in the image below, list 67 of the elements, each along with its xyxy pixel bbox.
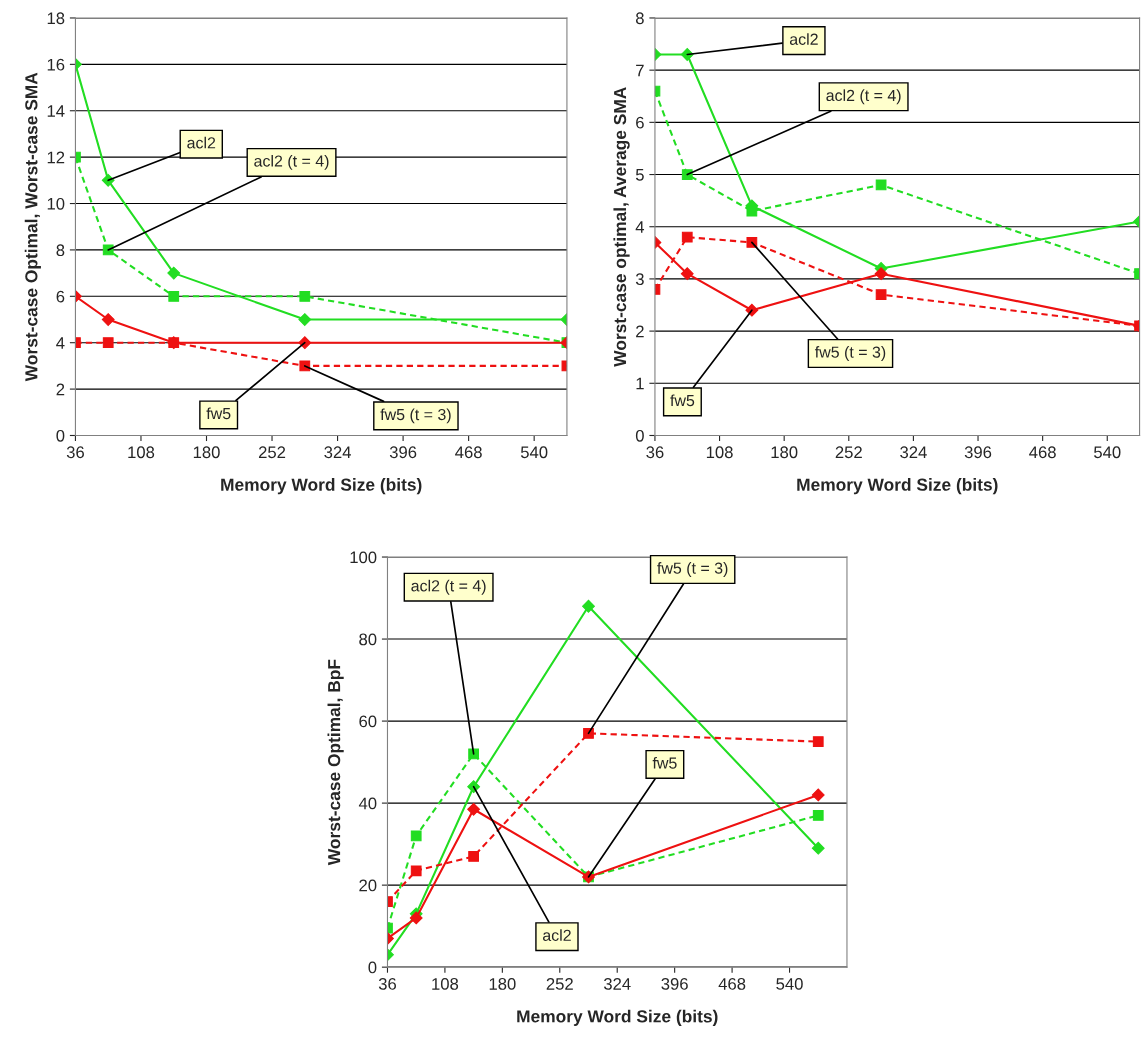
annotation: acl2 <box>789 33 818 45</box>
x-tick-label: 108 <box>432 978 459 990</box>
y-tick-label: 40 <box>358 797 377 810</box>
x-tick-label: 36 <box>378 978 397 990</box>
x-tick-label: 180 <box>489 978 516 990</box>
y-axis-title: Worst-case Optimal, Worst-case SMA <box>24 72 41 382</box>
y-tick-label: 2 <box>636 325 644 338</box>
x-tick-label: 36 <box>646 446 664 459</box>
y-tick-label: 20 <box>359 879 377 892</box>
x-tick-label: 540 <box>520 446 548 459</box>
y-tick-label: 6 <box>636 116 644 129</box>
y-tick-label: 6 <box>56 290 65 303</box>
annotation: fw5 (t = 3) <box>657 562 728 577</box>
x-tick-label: 108 <box>128 446 155 459</box>
annotation: acl2 (t = 4) <box>411 579 486 595</box>
annotation: fw5 <box>670 394 695 407</box>
x-tick-label: 396 <box>964 446 992 459</box>
x-tick-label: 324 <box>603 978 631 990</box>
y-tick-label: 16 <box>47 58 65 71</box>
annotation: fw5 (t = 3) <box>814 346 886 361</box>
y-tick-label: 8 <box>56 244 65 257</box>
y-tick-label: 100 <box>350 551 377 564</box>
y-tick-label: 8 <box>635 12 644 25</box>
annotation: acl2 (t = 4) <box>254 154 329 170</box>
annotation: acl2 <box>187 136 216 149</box>
x-tick-label: 108 <box>706 446 733 459</box>
y-tick-label: 10 <box>47 197 65 210</box>
x-axis-title: Memory Word Size (bits) <box>221 478 422 495</box>
x-tick-label: 252 <box>546 978 573 990</box>
x-tick-label: 324 <box>900 446 927 459</box>
x-tick-label: 468 <box>455 446 482 459</box>
x-tick-label: 468 <box>1029 446 1056 459</box>
y-tick-label: 4 <box>56 337 65 349</box>
y-tick-label: 7 <box>636 64 644 77</box>
x-tick-label: 180 <box>771 446 798 459</box>
y-tick-label: 18 <box>47 12 65 25</box>
x-tick-label: 252 <box>835 446 862 459</box>
x-tick-label: 396 <box>389 446 417 459</box>
y-tick-label: 5 <box>635 169 644 181</box>
annotation: acl2 <box>542 929 571 941</box>
annotation: fw5 (t = 3) <box>380 408 451 424</box>
x-tick-label: 324 <box>324 446 351 459</box>
y-tick-label: 12 <box>47 151 65 164</box>
y-tick-label: 14 <box>47 105 65 117</box>
y-tick-label: 2 <box>56 383 65 396</box>
x-tick-label: 396 <box>661 978 688 990</box>
x-tick-label: 180 <box>193 446 220 459</box>
x-tick-label: 468 <box>718 978 746 990</box>
y-tick-label: 1 <box>636 377 644 390</box>
y-tick-label: 4 <box>635 221 645 233</box>
y-tick-label: 3 <box>635 273 644 286</box>
x-tick-label: 36 <box>66 446 84 459</box>
y-axis-title: Worst-case optimal, Average SMA <box>613 87 630 367</box>
y-tick-label: 80 <box>359 633 377 646</box>
x-tick-label: 540 <box>776 978 803 990</box>
annotation: fw5 <box>652 757 677 769</box>
y-tick-label: 0 <box>635 429 644 442</box>
annotation: fw5 <box>206 407 231 420</box>
x-tick-label: 540 <box>1094 446 1121 459</box>
x-axis-title: Memory Word Size (bits) <box>797 478 998 495</box>
y-axis-title: Worst-case Optimal, BpF <box>327 659 344 866</box>
y-tick-label: 60 <box>359 715 377 728</box>
y-tick-label: 0 <box>368 961 377 974</box>
y-tick-label: 0 <box>56 429 65 442</box>
x-tick-label: 252 <box>258 446 286 459</box>
x-axis-title: Memory Word Size (bits) <box>517 1009 718 1026</box>
annotation: acl2 (t = 4) <box>826 89 901 105</box>
